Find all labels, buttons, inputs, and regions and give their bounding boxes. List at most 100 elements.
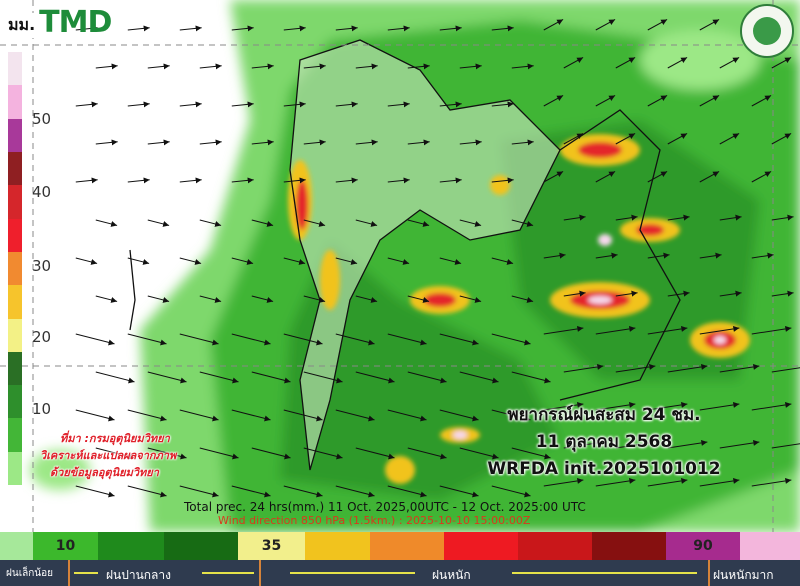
wind-arrows — [75, 19, 800, 498]
wind-arrow — [699, 171, 720, 183]
wind-arrow — [231, 101, 254, 108]
wind-arrow — [75, 25, 98, 32]
wind-arrow — [251, 63, 274, 70]
colorbar-swatch — [8, 218, 22, 252]
wind-arrow — [511, 447, 551, 460]
wind-arrow — [771, 214, 794, 221]
wind-arrow — [615, 57, 636, 69]
wind-arrow — [699, 95, 720, 107]
rainfall-map — [0, 0, 800, 532]
wind-arrow — [771, 367, 800, 373]
source-line: ที่มา :กรมอุตุนิยมวิทยา — [60, 432, 170, 445]
wind-caption: Wind direction 850 hPa (1.5km.) : 2025-1… — [218, 514, 531, 527]
wind-arrow — [407, 139, 430, 146]
wind-arrow — [355, 295, 378, 303]
wind-arrow — [179, 485, 219, 498]
wind-arrow — [355, 447, 395, 460]
wind-arrow — [667, 439, 708, 449]
colorbar-label: 20 — [32, 328, 52, 346]
scale-swatch — [305, 532, 370, 560]
wind-arrow — [199, 63, 222, 70]
wind-arrow — [491, 177, 514, 184]
wind-arrow — [407, 447, 447, 460]
wind-arrow — [771, 443, 800, 449]
scale-swatch: 90 — [666, 532, 740, 560]
rain-scale-bar: 10 35 90 — [0, 532, 800, 560]
wind-arrow — [647, 325, 688, 335]
wind-arrow — [595, 95, 616, 107]
colorbar-label: 50 — [32, 110, 52, 128]
wind-arrow — [491, 485, 531, 498]
wind-arrow — [127, 177, 150, 184]
coastlines — [129, 39, 681, 471]
wind-arrow — [667, 133, 688, 145]
title-line: พยากรณ์ฝนสะสม 24 ชม. — [507, 405, 701, 425]
colorbar-swatch — [8, 451, 22, 486]
wind-arrow — [595, 477, 636, 487]
wind-arrow — [719, 133, 740, 145]
colorbar-swatch — [8, 418, 22, 452]
wind-arrow — [563, 439, 604, 449]
wind-arrow — [127, 409, 167, 422]
scale-swatch — [444, 532, 518, 560]
wind-arrow — [595, 252, 618, 259]
wind-arrow — [335, 409, 375, 422]
wind-arrow — [231, 409, 271, 422]
wind-arrow — [303, 219, 326, 227]
wind-arrow — [543, 401, 584, 411]
wind-arrow — [511, 139, 534, 146]
colorbar-swatch — [8, 185, 22, 219]
wind-arrow — [387, 177, 410, 184]
wind-arrow — [719, 290, 742, 297]
wind-arrow — [439, 485, 479, 498]
wind-arrow — [563, 214, 586, 221]
wind-arrow — [283, 177, 306, 184]
wind-arrow — [407, 371, 447, 384]
wind-arrow — [647, 19, 668, 31]
wind-arrow — [667, 363, 708, 373]
wind-arrow — [303, 63, 326, 70]
wind-arrow — [95, 139, 118, 146]
wind-arrow — [335, 485, 375, 498]
wind-arrow — [563, 57, 584, 69]
wind-arrow — [95, 447, 135, 460]
wind-arrow — [563, 290, 586, 297]
wind-arrow — [95, 371, 135, 384]
wind-arrow — [459, 139, 482, 146]
wind-arrow — [251, 295, 274, 303]
wind-arrow — [147, 139, 170, 146]
wind-arrow — [615, 290, 638, 297]
wind-arrow — [199, 219, 222, 227]
wind-arrow — [615, 133, 636, 145]
wind-arrow — [251, 219, 274, 227]
wind-arrow — [699, 252, 722, 259]
wind-arrow — [127, 485, 167, 498]
forecast-title: พยากรณ์ฝนสะสม 24 ชม. 11 ตุลาคม 2568 WRFD… — [484, 402, 724, 483]
wind-arrow — [511, 63, 534, 70]
wind-arrow — [615, 439, 656, 449]
logo-prefix: มม. — [6, 13, 38, 38]
wind-arrow — [283, 333, 323, 346]
wind-arrow — [667, 57, 688, 69]
wind-arrow — [699, 401, 740, 411]
colorbar-swatch — [8, 151, 22, 186]
title-model: WRFDA init.2025101012 — [487, 459, 721, 479]
wind-arrow — [667, 214, 690, 221]
wind-arrow — [283, 485, 323, 498]
wind-arrow — [719, 363, 760, 373]
wind-arrow — [231, 333, 271, 346]
scale-swatch: 35 — [238, 532, 305, 560]
wind-arrow — [387, 409, 427, 422]
wind-arrow — [303, 447, 343, 460]
wind-arrow — [75, 101, 98, 108]
rain-category-bar: ฝนเล็กน้อย ฝนปานกลาง ฝนหนัก ฝนหนักมาก — [0, 560, 800, 586]
logo-text: TMD — [39, 5, 112, 40]
wind-arrow — [335, 25, 358, 32]
wind-arrow — [335, 101, 358, 108]
wind-arrow — [751, 171, 772, 183]
wind-arrow — [335, 333, 375, 346]
wind-arrow — [563, 363, 604, 373]
colorbar-swatch — [8, 52, 22, 86]
scale-swatch — [518, 532, 592, 560]
scale-swatch — [164, 532, 238, 560]
